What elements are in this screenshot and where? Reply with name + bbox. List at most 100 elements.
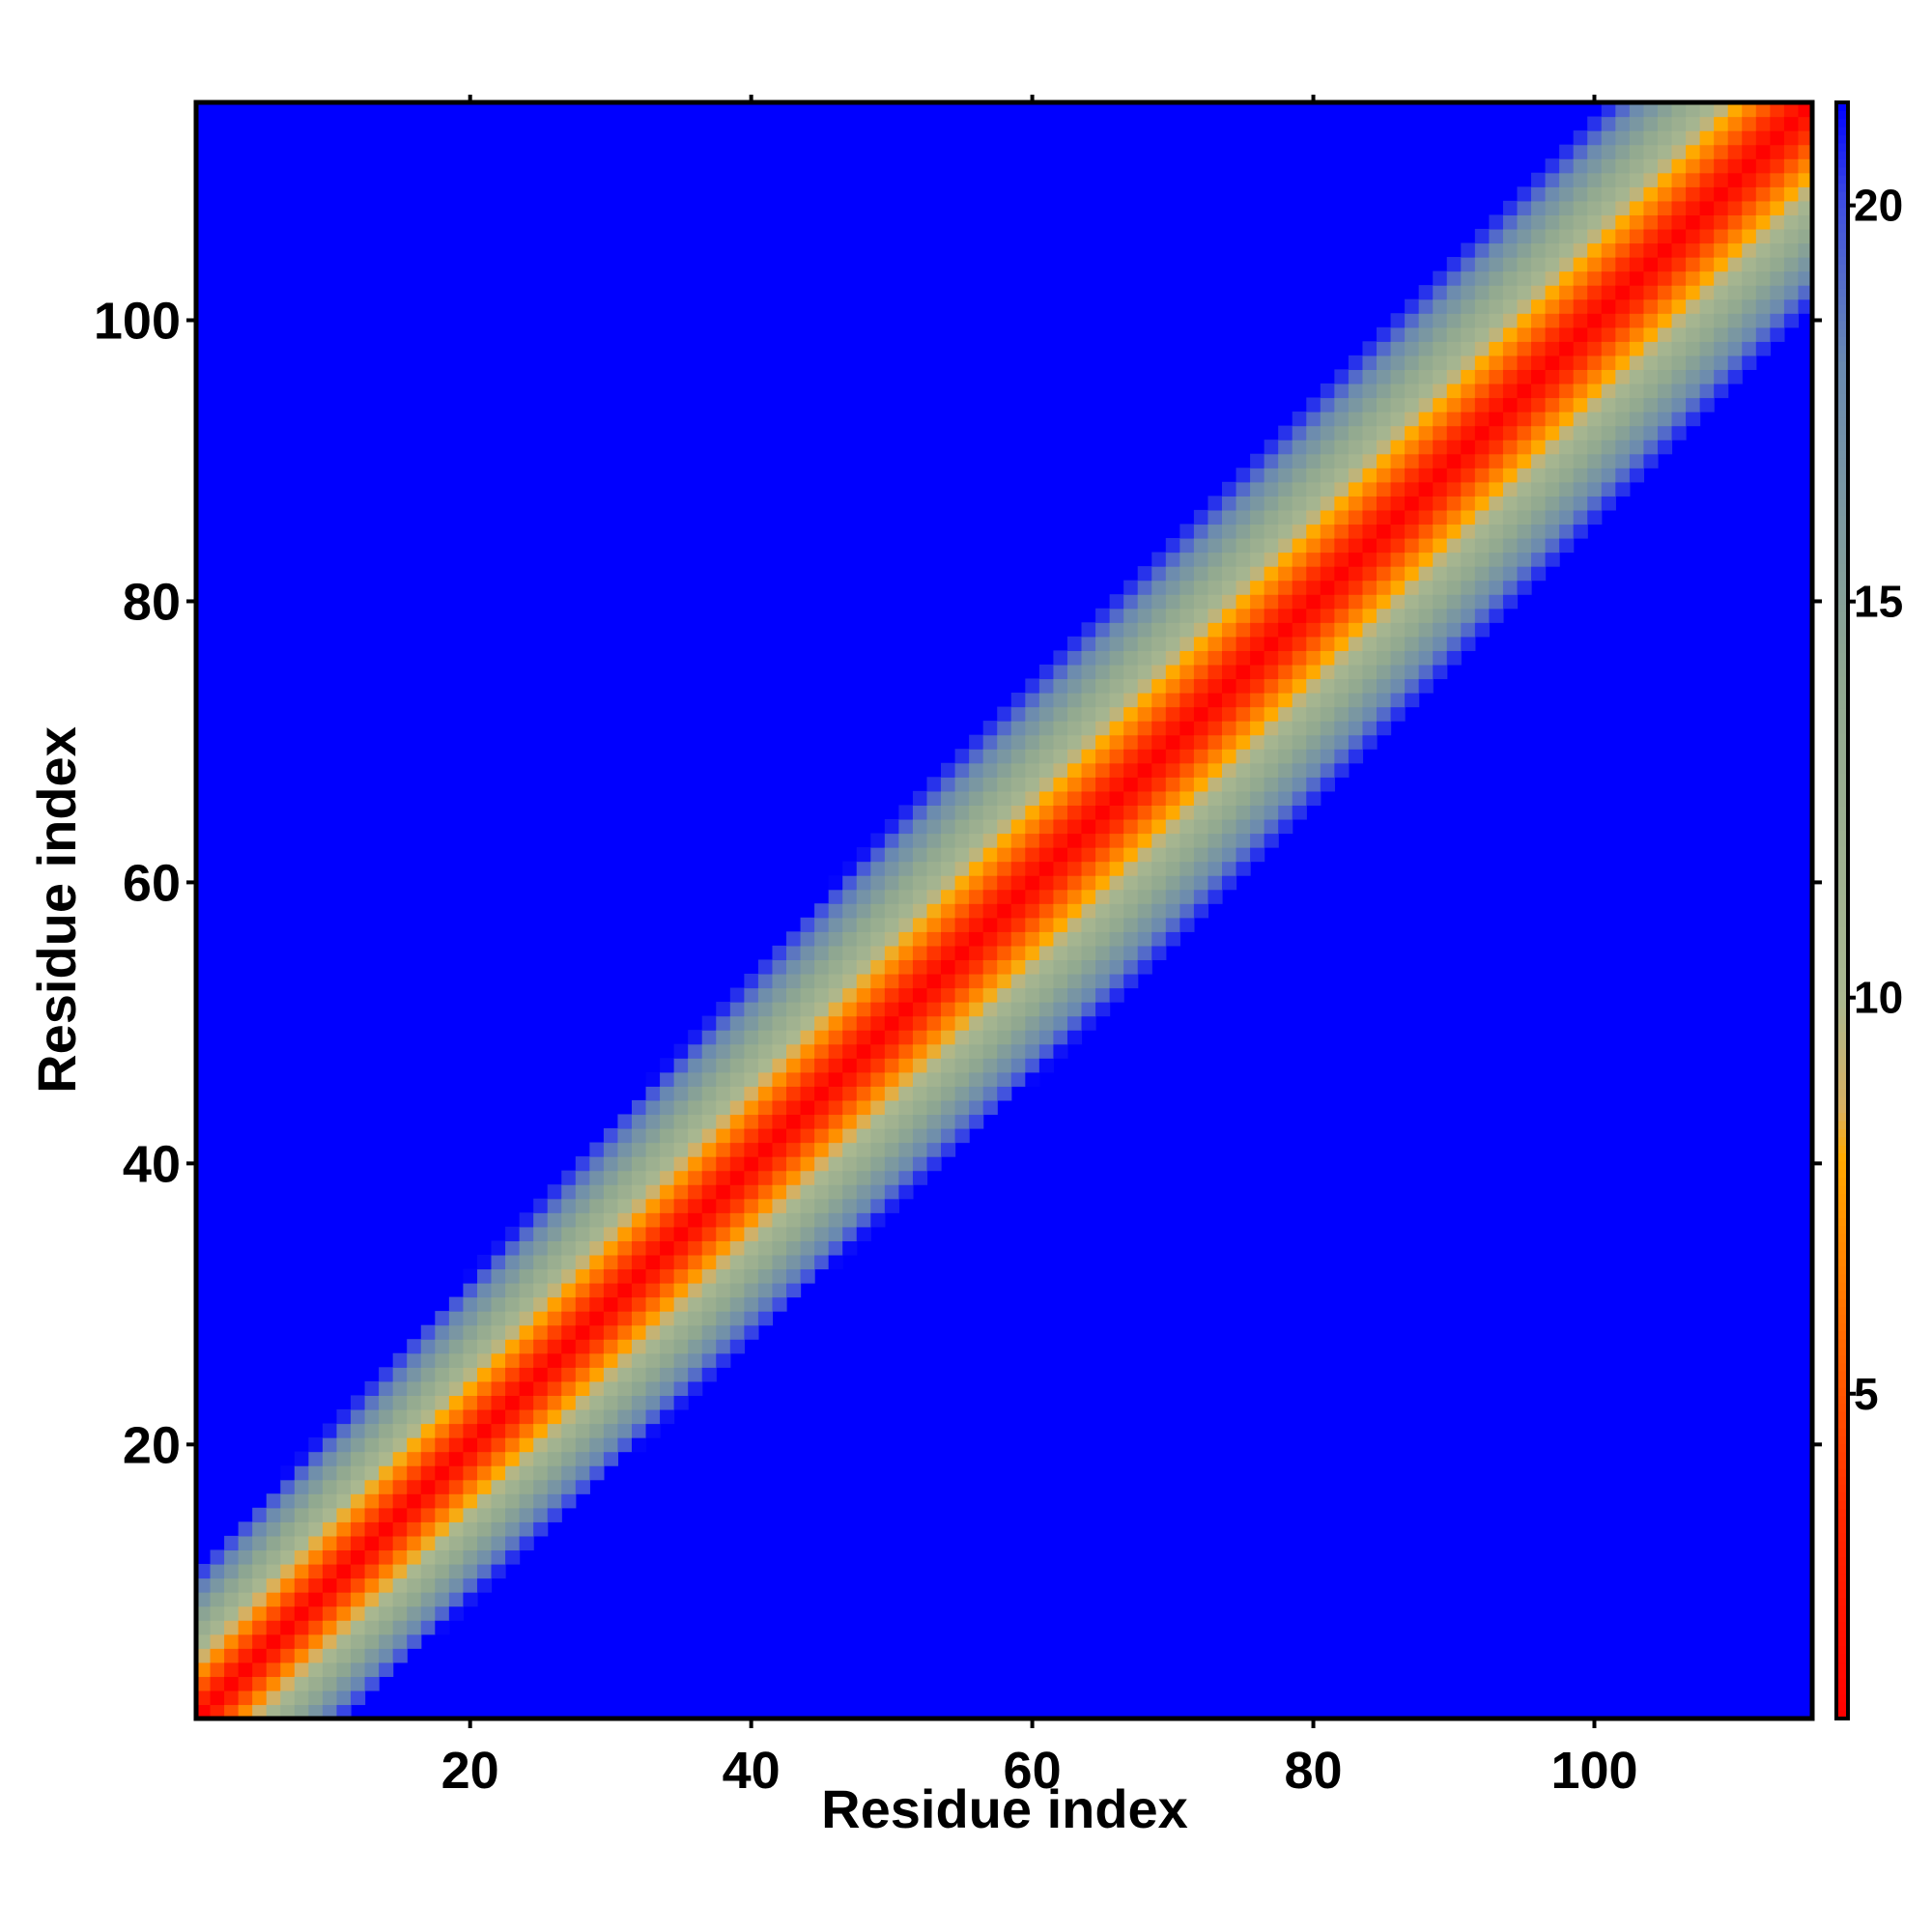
- colorbar-segment: [1836, 231, 1848, 241]
- heatmap-cell: [1306, 524, 1321, 539]
- heatmap-cell: [561, 1423, 577, 1438]
- heatmap-cell: [1643, 412, 1659, 427]
- heatmap-cell: [1334, 650, 1350, 666]
- heatmap-cell: [1573, 425, 1588, 440]
- heatmap-cell: [1066, 790, 1083, 806]
- heatmap-cell: [1531, 200, 1547, 215]
- heatmap-cell: [982, 847, 998, 863]
- heatmap-cell: [1025, 762, 1040, 778]
- heatmap-cell: [491, 1493, 506, 1509]
- heatmap-cell: [856, 875, 871, 891]
- heatmap-cell: [941, 1142, 956, 1157]
- heatmap-cell: [1264, 481, 1279, 497]
- heatmap-cell: [1699, 285, 1715, 300]
- heatmap-cell: [786, 1254, 802, 1270]
- heatmap-cell: [1377, 453, 1392, 469]
- heatmap-cell: [1278, 678, 1293, 694]
- heatmap-cell: [757, 1311, 774, 1326]
- heatmap-cell: [800, 1127, 815, 1144]
- heatmap-cell: [463, 1451, 478, 1466]
- heatmap-cell: [1686, 270, 1701, 286]
- heatmap-cell: [1151, 566, 1167, 582]
- heatmap-cell: [1770, 158, 1785, 174]
- heatmap-cell: [1686, 313, 1701, 328]
- heatmap-cell: [1489, 327, 1504, 342]
- heatmap-cell: [420, 1592, 436, 1607]
- heatmap-cell: [954, 861, 970, 876]
- heatmap-cell: [842, 1212, 858, 1228]
- heatmap-cell: [463, 1339, 478, 1354]
- colorbar-segment: [1836, 417, 1848, 427]
- heatmap-cell: [786, 1268, 802, 1284]
- heatmap-cell: [1362, 453, 1378, 469]
- heatmap-cell: [772, 1043, 787, 1059]
- heatmap-cell: [941, 833, 956, 848]
- heatmap-cell: [1137, 749, 1152, 764]
- heatmap-cell: [688, 1099, 703, 1116]
- heatmap-cell: [631, 1156, 647, 1172]
- colorbar-segment: [1836, 1378, 1848, 1388]
- heatmap-cell: [1292, 580, 1307, 595]
- heatmap-cell: [1236, 509, 1251, 526]
- heatmap-cell: [266, 1563, 281, 1579]
- heatmap-cell: [505, 1296, 521, 1312]
- colorbar-segment: [1836, 1031, 1848, 1040]
- heatmap-cell: [1081, 987, 1096, 1003]
- heatmap-cell: [603, 1339, 619, 1354]
- heatmap-cell: [1221, 861, 1237, 876]
- heatmap-cell: [1587, 369, 1603, 384]
- heatmap-cell: [1179, 762, 1195, 778]
- heatmap-cell: [912, 1058, 928, 1073]
- heatmap-cell: [842, 861, 858, 876]
- heatmap-cell: [1236, 481, 1251, 497]
- colorbar-segment: [1836, 668, 1848, 677]
- heatmap-cell: [1643, 186, 1659, 202]
- colorbar-segment: [1836, 1064, 1848, 1073]
- heatmap-cell: [448, 1408, 465, 1425]
- heatmap-cell: [1587, 468, 1603, 483]
- heatmap-cell: [505, 1324, 521, 1340]
- heatmap-cell: [800, 1002, 815, 1017]
- heatmap-cell: [1081, 875, 1096, 891]
- heatmap-cell: [1742, 102, 1757, 118]
- heatmap-cell: [1264, 622, 1279, 638]
- heatmap-cell: [1109, 945, 1124, 961]
- heatmap-cell: [252, 1704, 268, 1719]
- heatmap-cell: [1770, 285, 1785, 300]
- heatmap-cell: [561, 1367, 577, 1382]
- heatmap-cell: [814, 1212, 830, 1228]
- heatmap-cell: [982, 1002, 998, 1017]
- heatmap-cell: [1165, 664, 1180, 680]
- heatmap-cell: [1306, 777, 1321, 792]
- heatmap-cell: [1502, 453, 1519, 469]
- colorbar-segment: [1836, 684, 1848, 694]
- heatmap-cell: [1545, 369, 1560, 384]
- colorbar-segment: [1836, 1371, 1848, 1380]
- heatmap-cell: [1714, 130, 1729, 146]
- heatmap-cell: [912, 1127, 928, 1144]
- heatmap-cell: [463, 1408, 478, 1425]
- colorbar-segment: [1836, 967, 1848, 977]
- heatmap-cell: [519, 1408, 534, 1425]
- heatmap-cell: [491, 1437, 506, 1453]
- heatmap-cell: [238, 1535, 253, 1551]
- heatmap-cell: [196, 1605, 212, 1621]
- heatmap-cell: [463, 1563, 478, 1579]
- heatmap-cell: [308, 1605, 324, 1621]
- heatmap-cell: [673, 1170, 689, 1185]
- heatmap-cell: [1320, 580, 1335, 595]
- heatmap-cell: [589, 1254, 605, 1270]
- heatmap-cell: [1109, 678, 1124, 694]
- heatmap-cell: [1348, 453, 1364, 469]
- heatmap-cell: [476, 1283, 493, 1298]
- heatmap-cell: [1362, 580, 1378, 595]
- heatmap-cell: [856, 1002, 871, 1017]
- heatmap-cell: [1306, 721, 1321, 736]
- heatmap-cell: [1770, 214, 1785, 230]
- heatmap-cell: [1405, 369, 1420, 384]
- colorbar-segment: [1836, 1476, 1848, 1486]
- heatmap-cell: [757, 1170, 774, 1185]
- heatmap-cell: [322, 1479, 338, 1494]
- heatmap-cell: [814, 945, 830, 961]
- heatmap-cell: [266, 1605, 281, 1621]
